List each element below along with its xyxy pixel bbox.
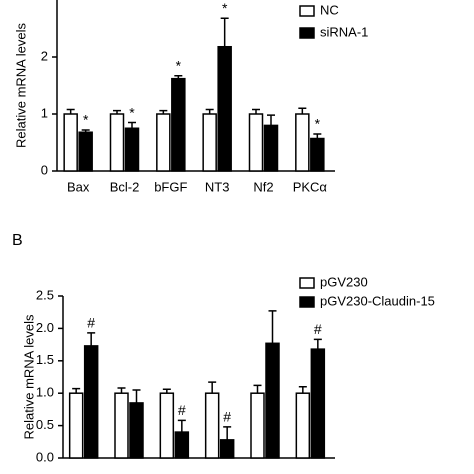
significance-marker: # <box>314 321 322 337</box>
x-tick-label: Bcl-2 <box>110 179 140 194</box>
bar <box>295 113 310 172</box>
x-tick-label: bFGF <box>154 179 187 194</box>
error-bar <box>223 426 232 440</box>
x-tick-label: Nf2 <box>253 179 273 194</box>
bar <box>68 392 84 459</box>
bar <box>124 127 140 172</box>
y-axis-label: Relative mRNA levels <box>21 314 36 439</box>
bar <box>219 439 235 459</box>
legend-swatch <box>299 296 315 308</box>
legend-label: pGV230-Claudin-15 <box>320 293 435 308</box>
error-bar <box>66 108 75 114</box>
bar <box>310 137 325 172</box>
bar <box>217 45 232 172</box>
error-bar <box>208 381 217 394</box>
y-tick-label: 2.5 <box>36 287 54 302</box>
significance-marker: * <box>176 58 182 74</box>
bar <box>248 113 264 172</box>
error-bar <box>113 109 121 114</box>
significance-marker: * <box>129 104 135 120</box>
y-tick-label: 2 <box>41 48 48 63</box>
bar <box>129 402 144 459</box>
significance-marker: # <box>87 315 95 331</box>
error-bar <box>205 108 214 114</box>
bar <box>63 113 78 172</box>
y-axis-label: Relative mRNA levels <box>13 23 28 148</box>
bar <box>78 131 93 172</box>
error-bar <box>298 107 307 114</box>
legend-swatch <box>299 277 315 289</box>
legend-swatch <box>299 27 315 39</box>
y-tick-label: 1.0 <box>36 385 54 400</box>
error-bar <box>313 338 322 350</box>
error-bar <box>117 387 126 394</box>
y-tick-label: 1 <box>41 105 48 120</box>
error-bar <box>132 389 141 403</box>
error-bar <box>87 332 96 346</box>
bar <box>114 392 129 459</box>
bar <box>250 392 265 459</box>
error-bar <box>253 384 262 394</box>
legend-swatch <box>299 5 315 17</box>
legend-label: siRNA-1 <box>320 24 368 39</box>
significance-marker: * <box>222 0 228 16</box>
error-bar <box>267 114 275 126</box>
bar <box>310 348 326 459</box>
bar <box>204 392 220 459</box>
bar <box>202 113 217 172</box>
x-tick-label: Bax <box>67 179 90 194</box>
error-bar <box>220 17 229 47</box>
error-bar <box>81 129 90 133</box>
bar <box>265 342 280 459</box>
bar <box>109 113 125 172</box>
y-tick-label: 0 <box>41 162 48 177</box>
bar <box>263 124 279 172</box>
significance-marker: # <box>223 409 231 425</box>
error-bar <box>313 133 322 139</box>
error-bar <box>177 419 186 433</box>
legend-label: pGV230 <box>320 274 368 289</box>
error-bar <box>174 75 183 79</box>
significance-marker: # <box>178 402 186 418</box>
error-bar <box>72 387 81 394</box>
bar <box>174 431 190 459</box>
error-bar <box>162 388 171 394</box>
error-bar <box>159 109 168 114</box>
bar <box>171 77 186 172</box>
bar <box>295 392 311 459</box>
y-tick-label: 0.5 <box>36 417 54 432</box>
error-bar <box>252 108 260 114</box>
panel-label: B <box>12 232 23 249</box>
error-bar <box>298 385 307 394</box>
significance-marker: * <box>315 116 321 132</box>
legend-label: NC <box>320 2 339 17</box>
bar <box>159 392 175 459</box>
bar <box>156 113 171 172</box>
error-bar <box>268 310 277 344</box>
x-tick-label: PKCα <box>293 179 328 194</box>
x-tick-label: NT3 <box>205 179 230 194</box>
y-tick-label: 0.0 <box>36 449 54 464</box>
y-tick-label: 2.0 <box>36 320 54 335</box>
significance-marker: * <box>83 112 89 128</box>
y-tick-label: 1.5 <box>36 352 54 367</box>
error-bar <box>128 121 136 129</box>
bar <box>83 345 99 459</box>
